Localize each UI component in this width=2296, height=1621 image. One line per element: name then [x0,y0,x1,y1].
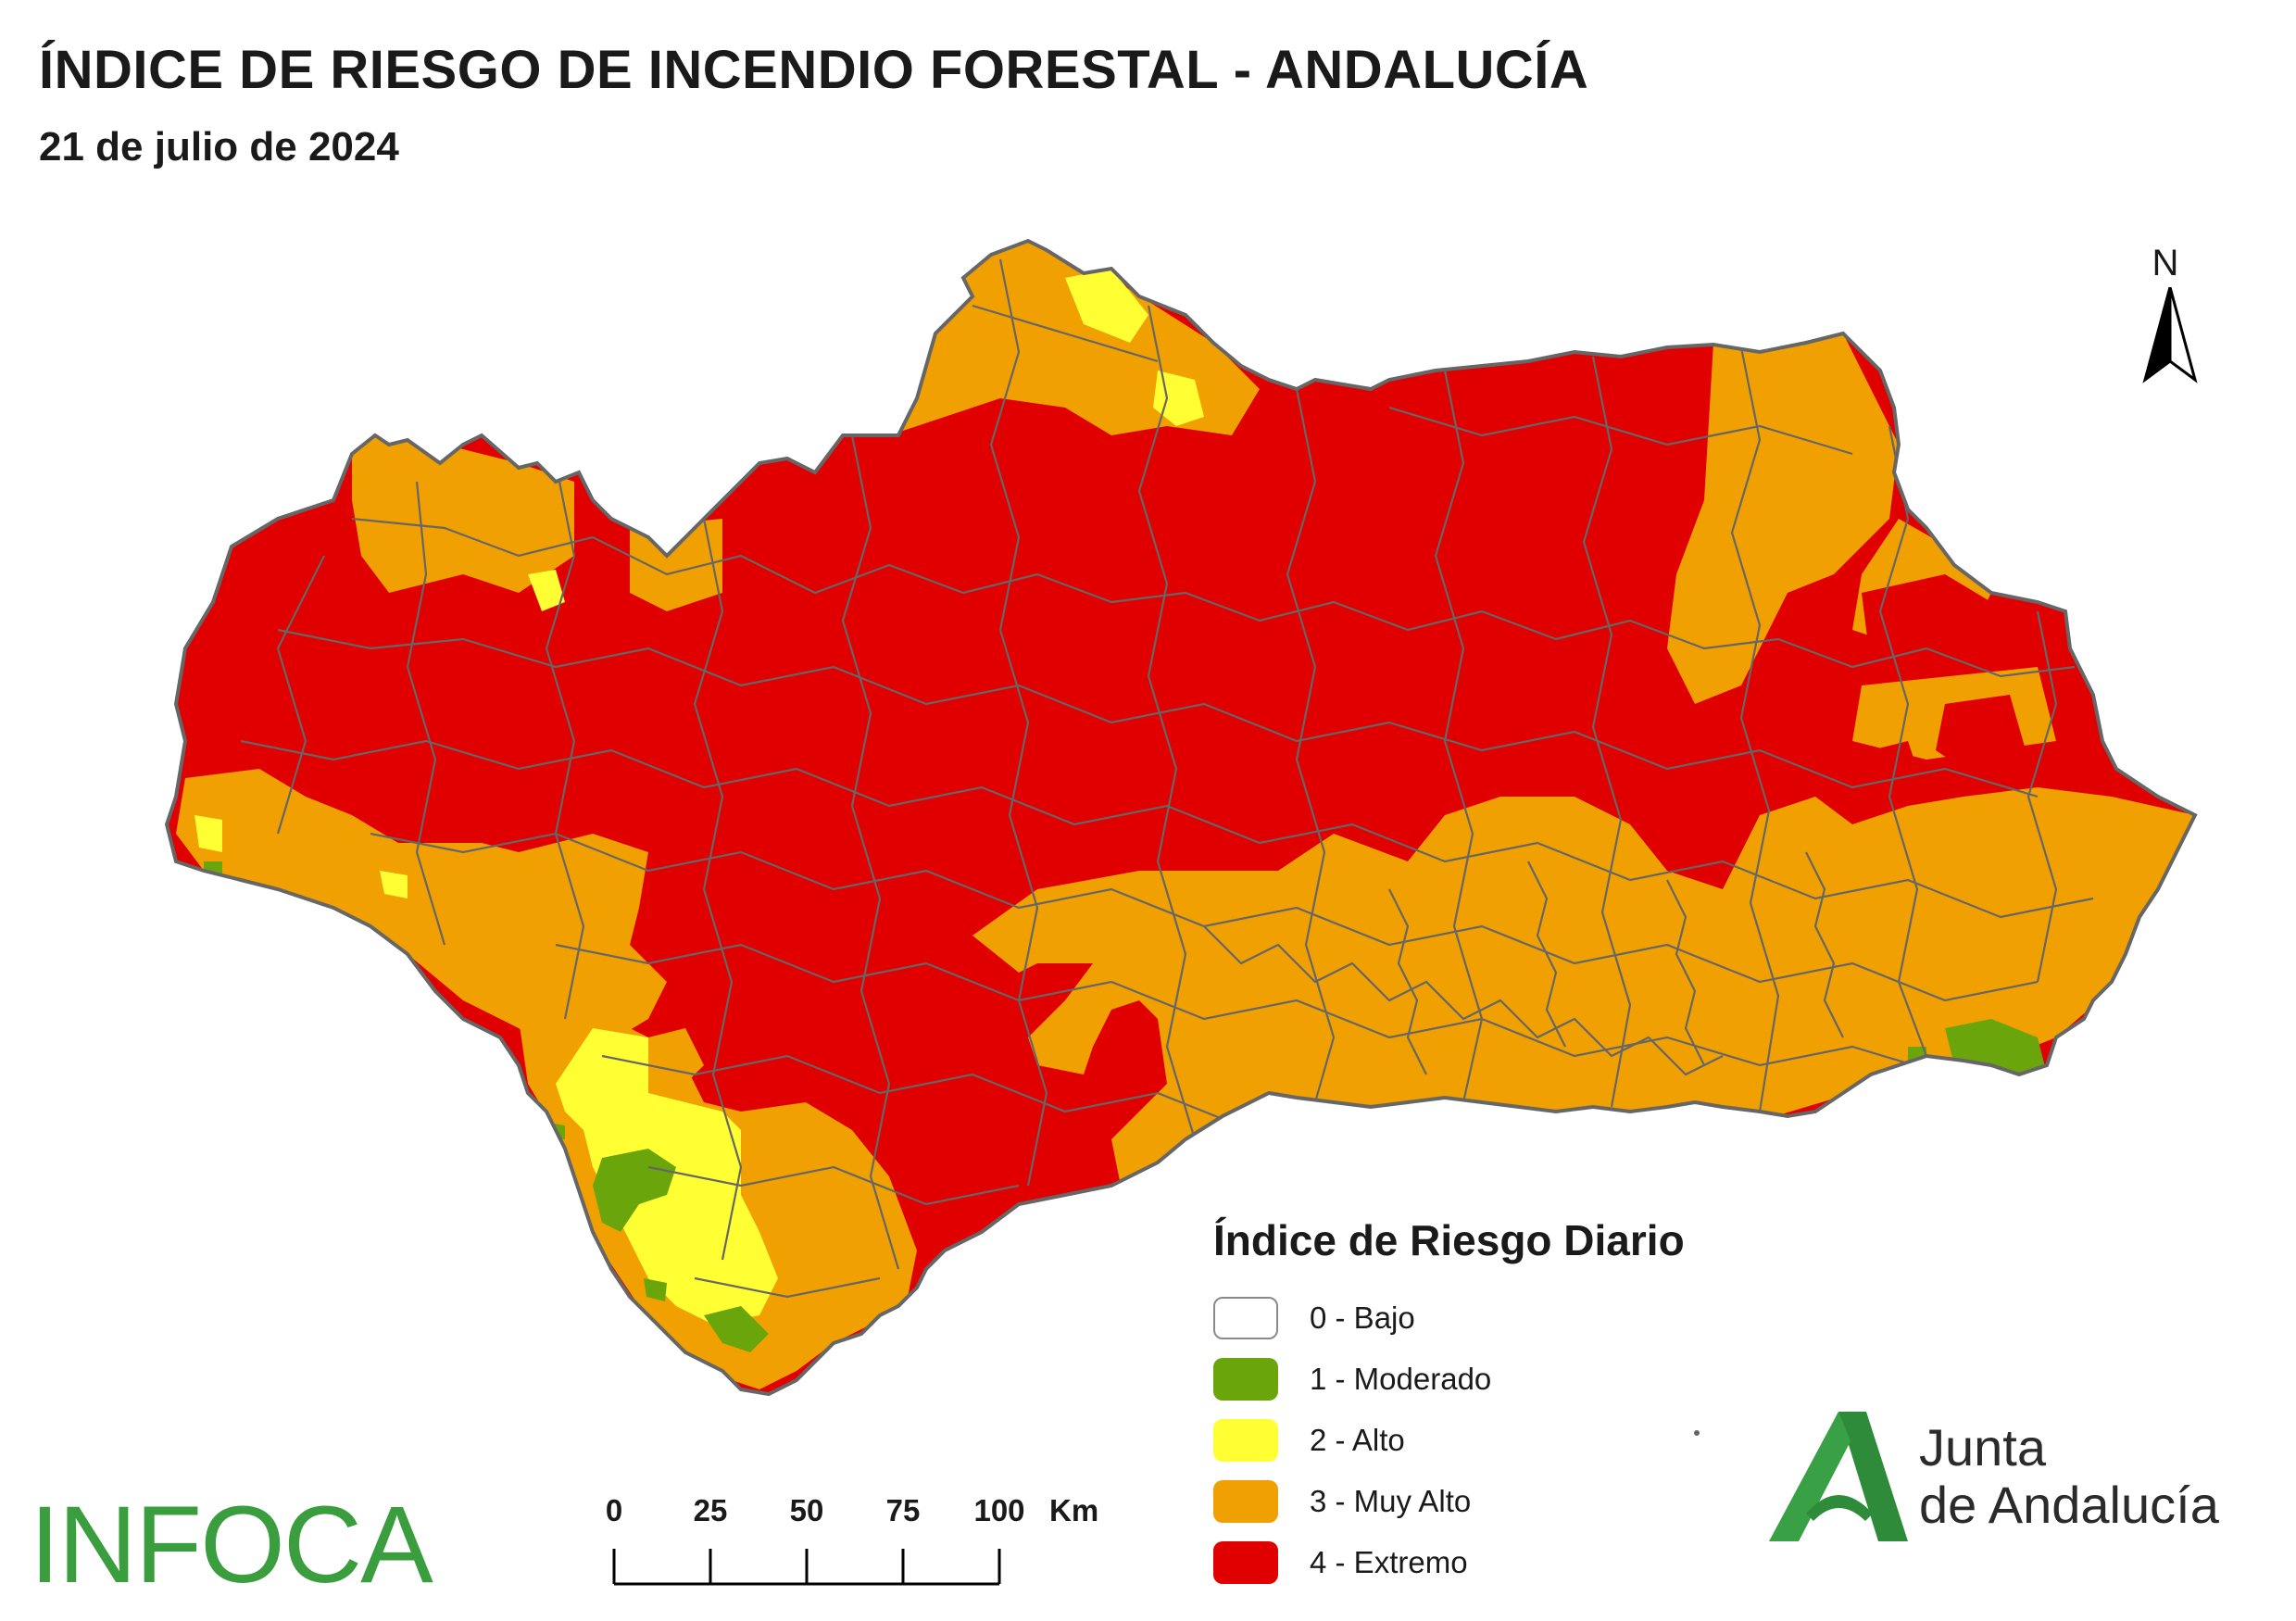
scale-tick-50: 50 [789,1493,824,1527]
region-extreme-east-patch-3 [1834,741,1926,815]
region-extreme-east-patch [1862,574,1991,667]
region-very-high-huelva-coast [176,769,667,1056]
legend-item-alto: 2 - Alto [1213,1410,1685,1471]
region-moderate-southwest [644,1278,667,1301]
legend-swatch-extremo [1213,1541,1278,1584]
legend-label-muy-alto: 3 - Muy Alto [1310,1484,1472,1518]
region-high-north-3 [1153,371,1204,426]
region-very-high-northwest [352,435,574,593]
legend-swatch-moderado [1213,1358,1278,1401]
legend-swatch-alto [1213,1419,1278,1462]
map-dot [1694,1430,1700,1436]
region-high-north-2 [1065,269,1148,343]
legend-label-alto: 2 - Alto [1310,1423,1405,1457]
junta-andalucia-logo-icon [1769,1412,1908,1541]
region-moderate-south [704,1306,769,1352]
legend-swatch-muy-alto [1213,1480,1278,1523]
legend-label-extremo: 4 - Extremo [1310,1545,1468,1579]
region-very-high-huelva-center [630,519,722,611]
region-very-high-northeast [1667,333,1899,704]
scale-bar [612,1549,1001,1586]
region-high-huelva-coast [194,815,222,852]
map-title: ÍNDICE DE RIESGO DE INCENDIO FORESTAL - … [39,40,1589,100]
legend-item-extremo: 4 - Extremo [1213,1532,1685,1593]
region-very-high-cadiz-small [648,1028,704,1084]
junta-andalucia-text: Junta de Andalucía [1919,1419,2219,1534]
legend-title: Índice de Riesgo Diario [1213,1216,1685,1264]
scale-tick-25: 25 [693,1493,728,1527]
scale-tick-75: 75 [885,1493,921,1527]
andalucia-outline [164,238,2198,1397]
legend-swatch-bajo [1213,1297,1278,1339]
municipal-boundaries [240,258,2094,1299]
infoca-logo: INFOCA [30,1484,433,1606]
region-high-northwest [528,570,565,611]
legend-label-moderado: 1 - Moderado [1310,1362,1492,1396]
scale-tick-100: 100 [973,1493,1025,1527]
junta-line-1: Junta [1919,1418,2046,1476]
legend-item-moderado: 1 - Moderado [1213,1349,1685,1410]
map-date: 21 de julio de 2024 [39,124,399,170]
scale-tick-0: 0 [605,1493,623,1527]
region-high-huelva-coast-2 [380,871,408,898]
legend-label-bajo: 0 - Bajo [1310,1301,1415,1335]
scale-unit: Km [1049,1493,1099,1527]
legend: Índice de Riesgo Diario 0 - Bajo 1 - Mod… [1213,1215,1685,1593]
region-high-north-1 [824,315,908,408]
junta-line-2: de Andalucía [1919,1476,2219,1534]
region-extreme-east-patch-2 [1936,695,2028,769]
north-label: N [2152,243,2179,283]
north-arrow-icon [2142,287,2198,383]
legend-item-muy-alto: 3 - Muy Alto [1213,1471,1685,1532]
legend-item-bajo: 0 - Bajo [1213,1288,1685,1349]
